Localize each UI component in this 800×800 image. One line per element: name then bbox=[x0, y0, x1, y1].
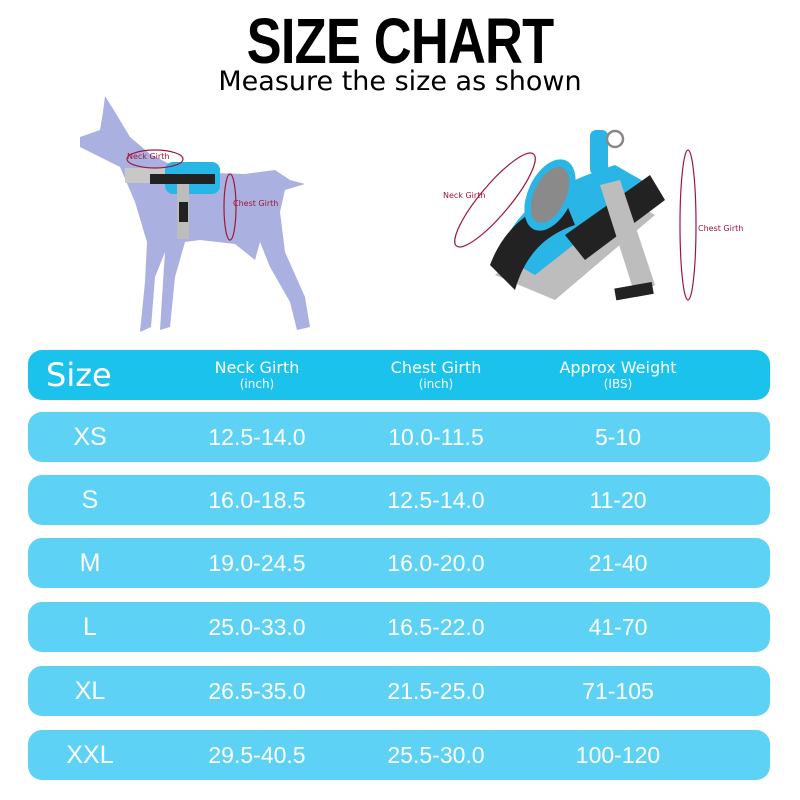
chest-girth-cell: 16.5-22.0 bbox=[387, 613, 485, 640]
neck-girth-cell: 25.0-33.0 bbox=[208, 613, 306, 640]
neck-girth-cell: 19.0-24.5 bbox=[208, 549, 306, 576]
size-cell: M bbox=[79, 548, 101, 577]
weight-cell: 11-20 bbox=[589, 486, 647, 513]
size-cell: XXL bbox=[66, 740, 114, 769]
size-cell: XL bbox=[74, 676, 106, 705]
neck-girth-cell: 29.5-40.5 bbox=[208, 741, 306, 768]
table-row: S 16.0-18.5 12.5-14.0 11-20 bbox=[28, 475, 770, 525]
neck-girth-cell: 16.0-18.5 bbox=[208, 486, 306, 513]
dog-neck-girth-label: Neck Girth bbox=[127, 152, 169, 161]
page-title: SIZE CHART bbox=[246, 5, 554, 77]
dog-chest-girth-label: Chest Girth bbox=[233, 199, 278, 208]
header-chest-girth: Chest Girth (inch) bbox=[390, 358, 482, 391]
weight-cell: 5-10 bbox=[594, 423, 642, 450]
weight-cell: 100-120 bbox=[575, 741, 661, 768]
chest-girth-cell: 25.5-30.0 bbox=[387, 741, 485, 768]
harness-neck-girth-label: Neck Girth bbox=[443, 191, 485, 200]
chest-girth-cell: 12.5-14.0 bbox=[387, 486, 485, 513]
size-cell: XS bbox=[73, 422, 107, 451]
dog-harness-illustration: Neck Girth Chest Girth bbox=[80, 96, 310, 332]
header-approx-weight: Approx Weight (IBS) bbox=[559, 358, 677, 391]
size-cell: S bbox=[81, 485, 99, 514]
chest-girth-cell: 16.0-20.0 bbox=[387, 549, 485, 576]
table-row: XL 26.5-35.0 21.5-25.0 71-105 bbox=[28, 666, 770, 716]
harness-product-illustration: Neck Girth Chest Girth bbox=[443, 129, 743, 301]
harness-chest-girth-label: Chest Girth bbox=[698, 224, 743, 233]
weight-cell: 21-40 bbox=[588, 549, 648, 576]
table-row: M 19.0-24.5 16.0-20.0 21-40 bbox=[28, 538, 770, 588]
neck-girth-cell: 26.5-35.0 bbox=[208, 677, 306, 704]
dog-silhouette bbox=[80, 96, 310, 332]
table-row: XXL 29.5-40.5 25.5-30.0 100-120 bbox=[28, 730, 770, 780]
chest-girth-cell: 10.0-11.5 bbox=[388, 423, 484, 450]
page-subtitle: Measure the size as shown bbox=[218, 66, 582, 97]
table-row: XS 12.5-14.0 10.0-11.5 5-10 bbox=[28, 412, 770, 462]
table-header-row: Size Neck Girth (inch) Chest Girth (inch) … bbox=[28, 350, 770, 400]
weight-cell: 71-105 bbox=[582, 677, 654, 704]
size-cell: L bbox=[83, 612, 97, 641]
weight-cell: 41-70 bbox=[588, 613, 648, 640]
chest-girth-cell: 21.5-25.0 bbox=[387, 677, 485, 704]
table-row: L 25.0-33.0 16.5-22.0 41-70 bbox=[28, 602, 770, 652]
header-size: Size bbox=[46, 356, 112, 394]
neck-girth-cell: 12.5-14.0 bbox=[208, 423, 306, 450]
header-neck-girth: Neck Girth (inch) bbox=[214, 358, 300, 391]
